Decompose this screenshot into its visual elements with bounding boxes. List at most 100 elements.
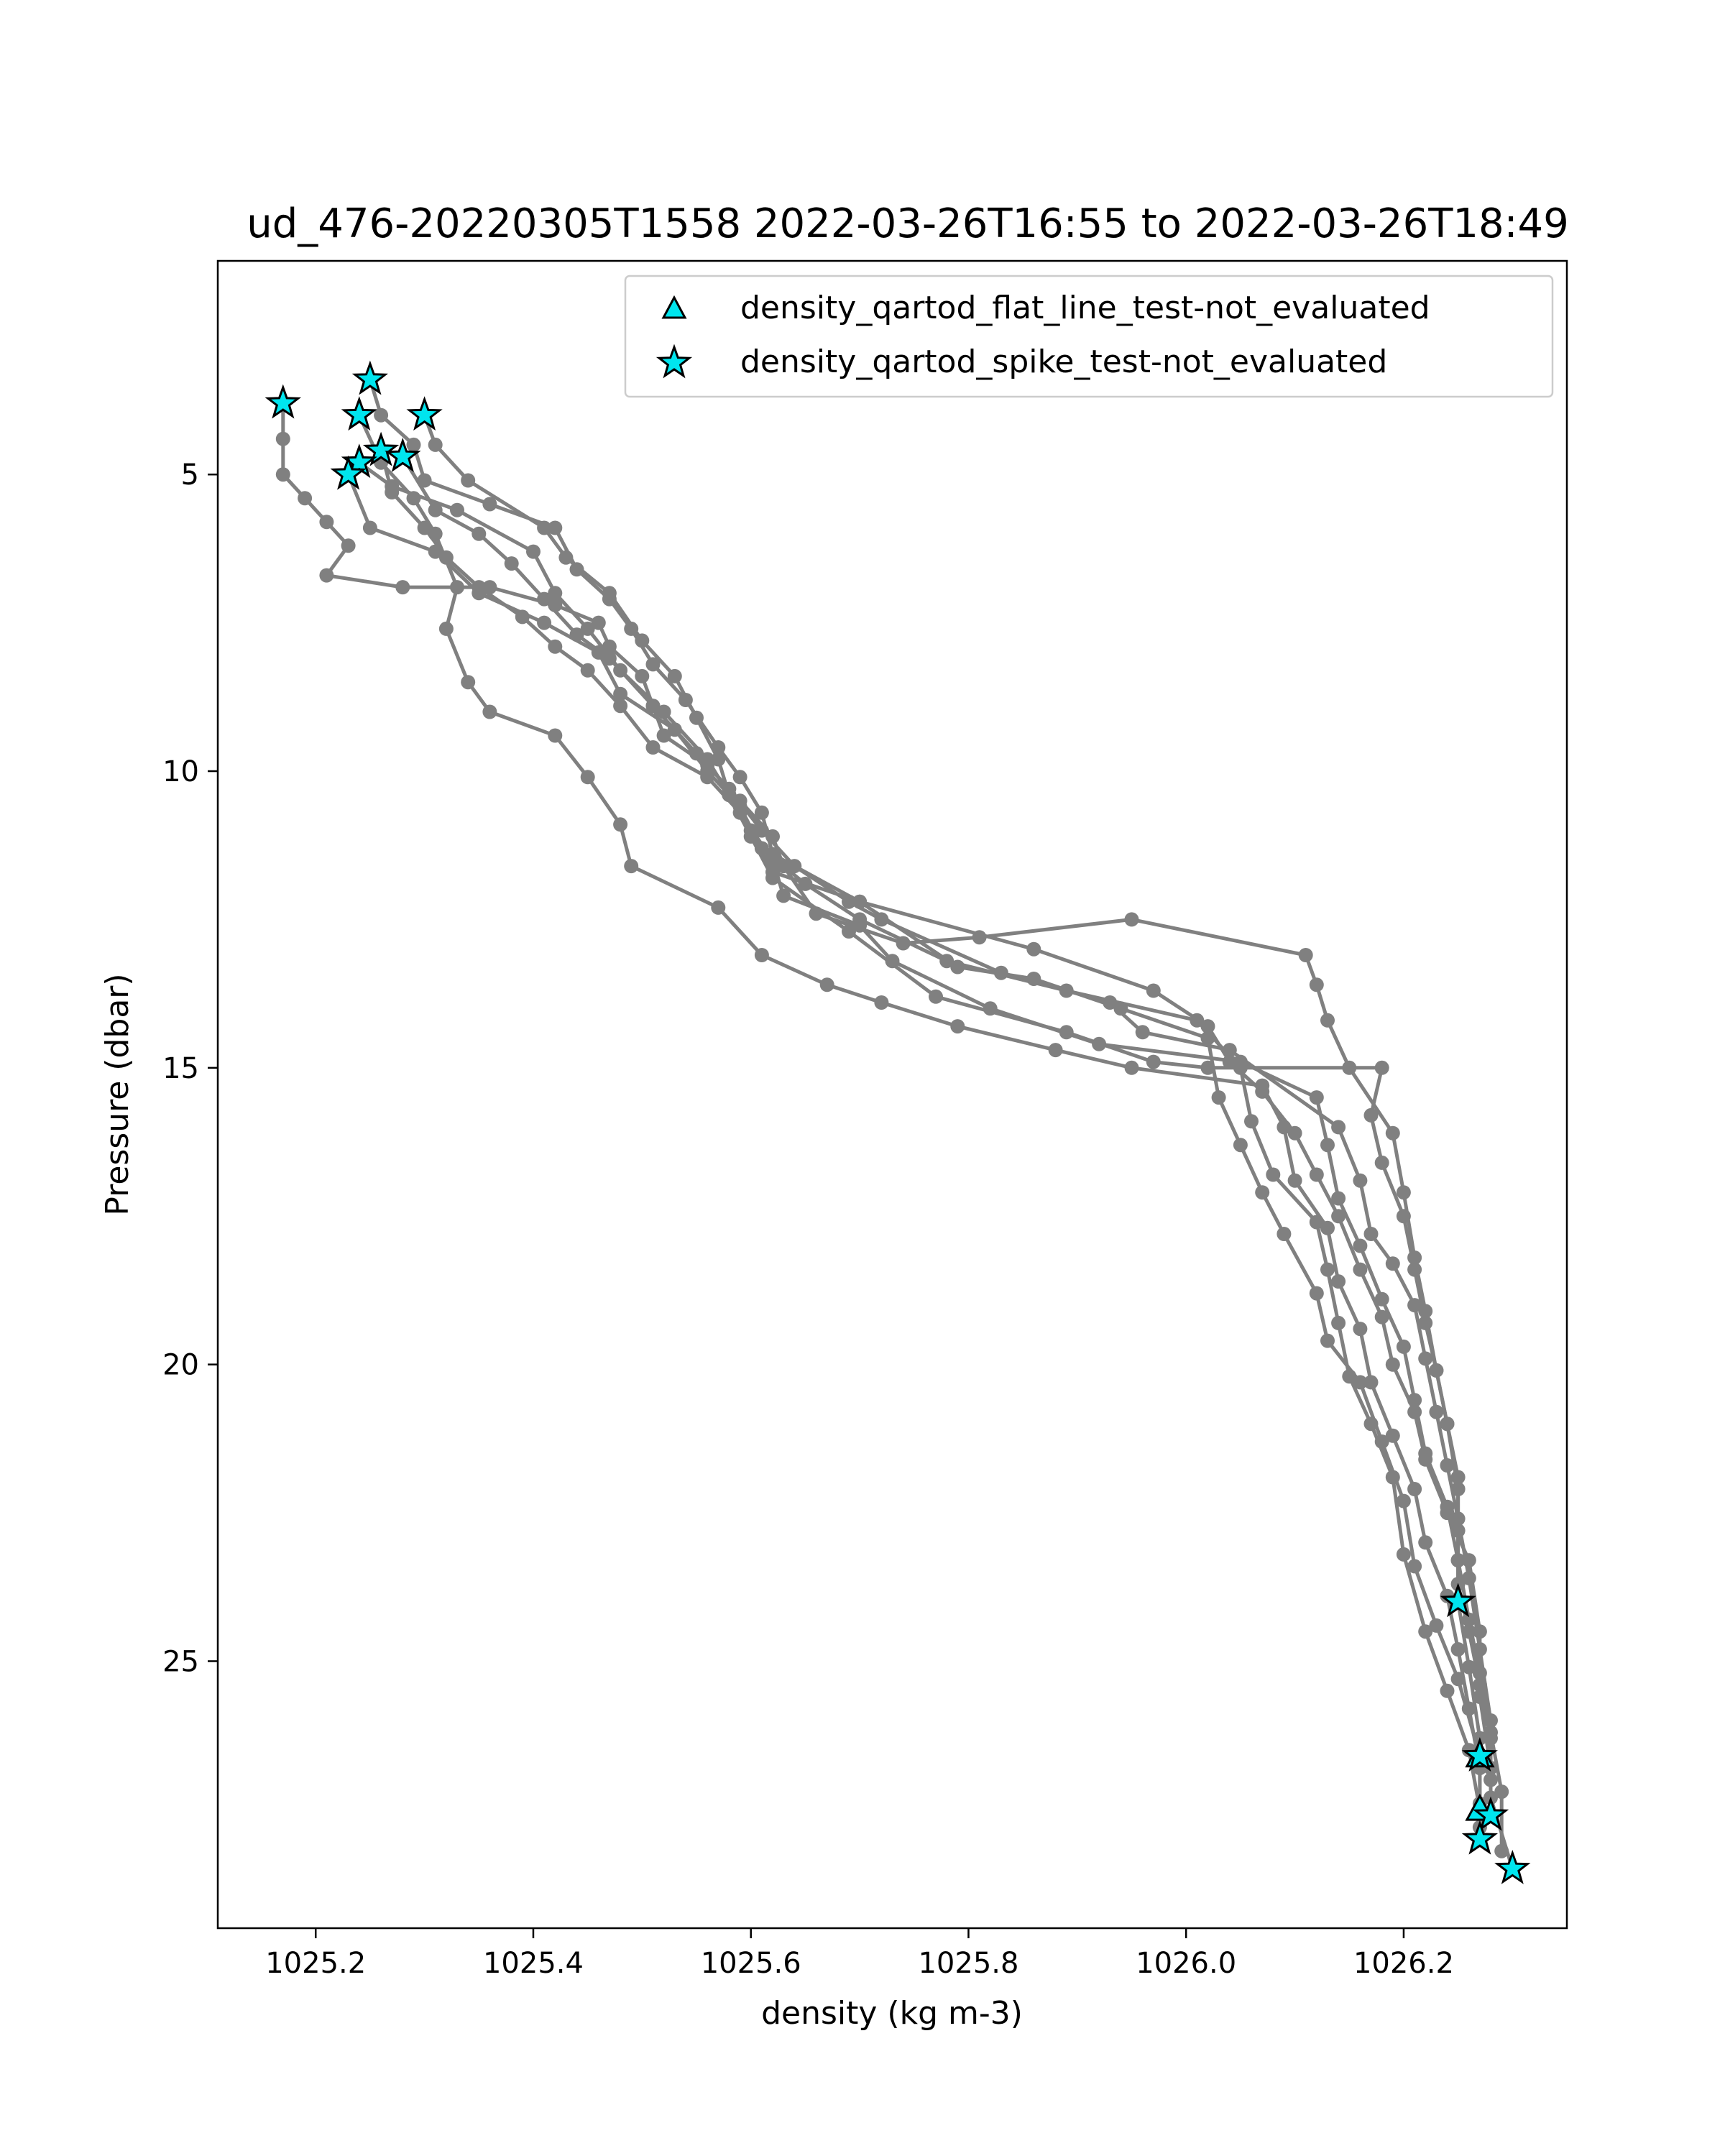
profile-point xyxy=(482,704,497,719)
profile-point xyxy=(1494,1784,1509,1800)
profile-point xyxy=(1450,1553,1466,1568)
profile-point xyxy=(1418,1446,1433,1461)
profile-point xyxy=(1146,983,1161,998)
profile-point xyxy=(1255,1185,1270,1200)
profile-point xyxy=(635,668,650,683)
profile-point xyxy=(1385,1256,1400,1271)
profile-point xyxy=(1233,1138,1248,1153)
profile-point xyxy=(1331,1315,1346,1330)
profile-point xyxy=(842,924,856,939)
profile-point xyxy=(732,805,748,820)
profile-point xyxy=(450,580,464,595)
profile-point xyxy=(1396,1185,1411,1200)
profile-point xyxy=(1407,1559,1422,1574)
profile-point xyxy=(885,954,900,969)
profile-line xyxy=(379,448,1504,1853)
profile-point xyxy=(395,580,410,595)
profile-point xyxy=(1363,1375,1379,1390)
profile-point xyxy=(1233,1054,1248,1069)
profile-point xyxy=(406,491,421,506)
profile-point xyxy=(656,728,671,743)
profile-point xyxy=(472,526,487,541)
profile-series xyxy=(395,449,1498,1787)
profile-point xyxy=(602,651,617,666)
profile-point xyxy=(450,502,464,517)
profile-point xyxy=(1396,1339,1411,1354)
profile-point xyxy=(1450,1470,1466,1485)
profile-point xyxy=(842,894,856,909)
profile-point xyxy=(537,520,552,535)
profile-point xyxy=(1255,1078,1270,1093)
profile-point xyxy=(1320,1220,1335,1235)
profile-point xyxy=(1461,1570,1476,1585)
profile-point xyxy=(1429,1363,1444,1378)
profile-point xyxy=(1266,1167,1281,1182)
profile-point xyxy=(635,633,650,648)
x-tick-label: 1026.0 xyxy=(1136,1947,1236,1980)
spike-test-point xyxy=(362,431,400,466)
profile-point xyxy=(580,621,595,636)
profile-point xyxy=(428,526,443,541)
profile-point xyxy=(1363,1107,1379,1123)
profile-point xyxy=(776,888,791,903)
profile-point xyxy=(1484,1772,1498,1787)
profile-point xyxy=(569,562,584,577)
profile-line xyxy=(346,472,1482,1812)
profile-point xyxy=(1331,1209,1346,1224)
profile-point xyxy=(689,746,704,761)
spike-test-point xyxy=(341,396,377,431)
profile-point xyxy=(1418,1315,1433,1330)
spike-test-point xyxy=(1440,1583,1476,1618)
profile-point xyxy=(428,437,443,452)
profile-point xyxy=(1048,1043,1063,1058)
profile-point xyxy=(1092,1036,1107,1051)
profile-point xyxy=(537,615,552,630)
profile-point xyxy=(1276,1227,1292,1241)
y-tick-label: 15 xyxy=(162,1052,199,1085)
profile-point xyxy=(1320,1262,1335,1277)
profile-point xyxy=(1440,1683,1455,1698)
profile-point xyxy=(819,977,834,992)
profile-point xyxy=(1461,1612,1476,1627)
profile-point xyxy=(461,675,476,690)
profile-point xyxy=(1418,1535,1433,1550)
profile-point xyxy=(1484,1725,1498,1740)
profile-point xyxy=(1374,1155,1389,1170)
profile-point xyxy=(645,699,661,714)
profile-point xyxy=(428,502,443,517)
profile-point xyxy=(667,668,682,683)
profile-point xyxy=(1440,1458,1455,1473)
profile-point xyxy=(1135,1025,1150,1040)
profile-point xyxy=(362,520,377,535)
profile-series xyxy=(374,443,1509,1858)
legend-box xyxy=(624,275,1554,398)
profile-point xyxy=(580,663,595,678)
profile-point xyxy=(558,550,574,565)
profile-point xyxy=(1309,1167,1324,1182)
profile-point xyxy=(1374,1060,1389,1075)
spike-test-point xyxy=(351,360,388,395)
profile-point xyxy=(1363,1227,1379,1241)
spike-test-point xyxy=(1461,1820,1499,1855)
profile-point xyxy=(613,817,628,832)
profile-point xyxy=(1320,1138,1335,1153)
profile-point xyxy=(275,467,290,482)
profile-point xyxy=(787,859,802,874)
profile-point xyxy=(1374,1291,1389,1307)
profile-point xyxy=(874,995,889,1010)
profile-point xyxy=(526,544,540,559)
profile-point xyxy=(569,627,584,642)
profile-point xyxy=(1200,1019,1215,1034)
profile-point xyxy=(852,918,868,933)
profile-point xyxy=(1461,1701,1476,1716)
profile-point xyxy=(1309,1286,1324,1301)
profile-point xyxy=(1331,1191,1346,1206)
profile-point xyxy=(754,948,769,962)
profile-point xyxy=(1124,1060,1139,1075)
profile-point xyxy=(1353,1238,1368,1253)
spike-test-markers xyxy=(264,360,1531,1884)
spike-test-point xyxy=(1461,1737,1498,1772)
profile-point xyxy=(1276,1120,1292,1135)
y-tick-label: 5 xyxy=(181,459,199,492)
